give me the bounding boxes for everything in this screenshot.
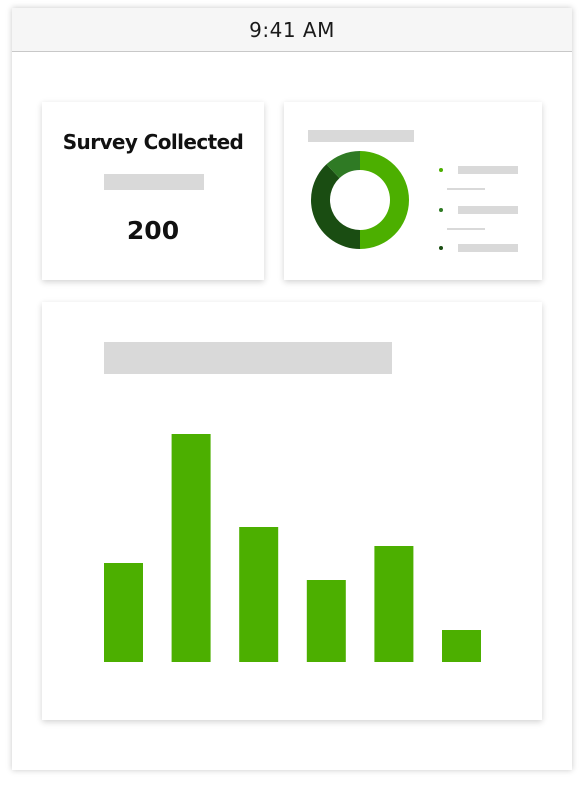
legend-label-2-placeholder bbox=[458, 206, 518, 214]
survey-title: Survey Collected bbox=[62, 130, 244, 154]
legend-dot-3 bbox=[439, 246, 443, 250]
legend-dot-1 bbox=[439, 168, 443, 172]
donut-title-placeholder bbox=[308, 130, 414, 142]
bar-chart-card[interactable] bbox=[42, 302, 542, 720]
donut-segment-1 bbox=[360, 151, 409, 249]
phone-screen: 9:41 AM Survey Collected 200 bbox=[12, 8, 572, 770]
survey-collected-card[interactable]: Survey Collected 200 bbox=[42, 102, 264, 280]
donut-chart bbox=[311, 151, 409, 249]
status-bar: 9:41 AM bbox=[12, 8, 572, 52]
survey-count: 200 bbox=[126, 216, 180, 245]
donut-segment-3 bbox=[326, 151, 360, 179]
legend-divider-2 bbox=[447, 228, 485, 230]
bar-3 bbox=[239, 527, 279, 662]
donut-chart-card[interactable] bbox=[284, 102, 542, 280]
bar-4 bbox=[306, 580, 346, 662]
bar-chart-title-placeholder bbox=[104, 342, 392, 374]
bar-chart bbox=[104, 434, 481, 662]
status-time: 9:41 AM bbox=[249, 17, 335, 42]
bar-2 bbox=[171, 434, 211, 662]
legend-divider-1 bbox=[447, 188, 485, 190]
legend-dot-2 bbox=[439, 208, 443, 212]
legend-label-3-placeholder bbox=[458, 244, 518, 252]
survey-subtitle-placeholder bbox=[104, 174, 204, 190]
bar-5 bbox=[374, 546, 414, 662]
bar-1 bbox=[104, 563, 143, 662]
donut-segment-2 bbox=[311, 164, 360, 249]
bar-6 bbox=[442, 630, 481, 662]
legend-label-1-placeholder bbox=[458, 166, 518, 174]
